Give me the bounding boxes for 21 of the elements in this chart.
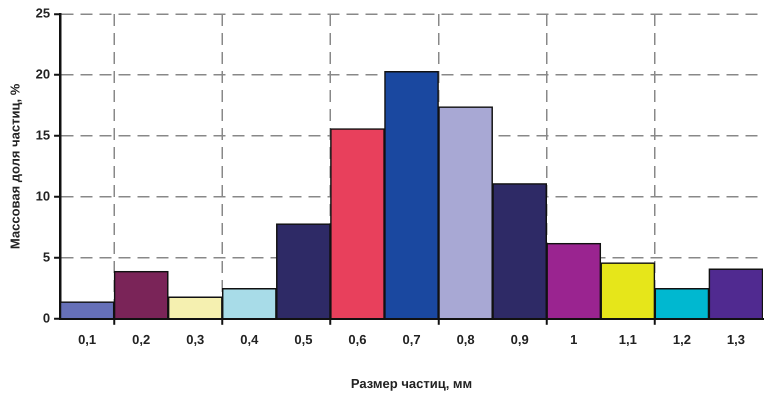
y-tick-label: 25 (36, 6, 50, 21)
x-tick-label: 0,6 (348, 332, 366, 348)
y-axis-title: Массовая доля частиц, % (7, 83, 22, 250)
x-tick-label: 0,9 (510, 332, 529, 348)
x-tick-label: 1,3 (726, 332, 746, 348)
x-tick-label: 0,1 (78, 332, 96, 348)
x-tick-label: 0,3 (186, 332, 204, 348)
x-tick-label: 1 (570, 332, 578, 348)
x-tick-label: 1,2 (672, 332, 691, 348)
y-tick-label: 20 (36, 66, 50, 82)
y-tick-label: 5 (42, 249, 50, 264)
x-tick-label: 0,8 (456, 332, 475, 348)
y-tick-label: 15 (36, 128, 50, 142)
x-tick-label: 1,1 (618, 332, 637, 348)
x-tick-label: 0,2 (132, 332, 150, 348)
y-tick-label: 0 (42, 310, 50, 326)
x-tick-label: 0,5 (294, 332, 312, 348)
x-tick-label: 0,7 (402, 332, 421, 348)
y-tick-label: 10 (36, 188, 50, 204)
x-tick-label: 0,4 (240, 332, 260, 348)
x-axis-title: Размер частиц, мм (350, 376, 472, 391)
